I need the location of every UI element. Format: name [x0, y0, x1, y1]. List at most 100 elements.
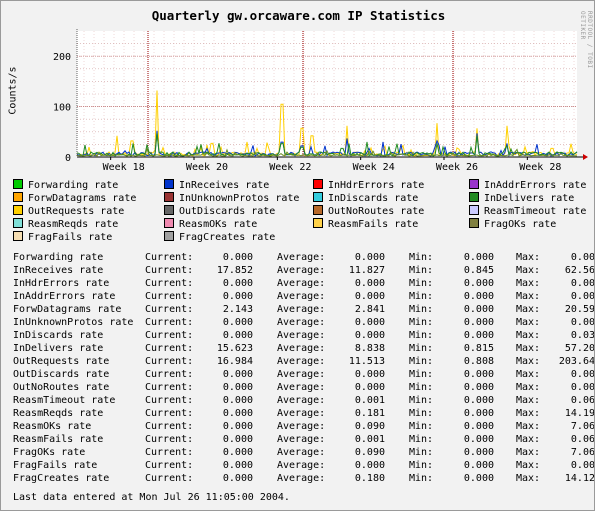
min-label: Min: — [409, 369, 434, 380]
average-value: 0.000 — [354, 369, 385, 380]
legend-item: ReasmTimeout rate — [469, 205, 586, 217]
average-label: Average: — [277, 356, 326, 367]
current-label: Current: — [145, 473, 194, 484]
legend-item: OutRequests rate — [13, 205, 124, 217]
max-label: Max: — [516, 265, 541, 276]
average-label: Average: — [277, 447, 326, 458]
y-tick-label: 0 — [65, 153, 71, 164]
legend-item: FragFails rate — [13, 231, 112, 243]
min-label: Min: — [409, 421, 434, 432]
min-label: Min: — [409, 278, 434, 289]
current-value: 0.000 — [222, 278, 253, 289]
current-value: 0.000 — [222, 330, 253, 341]
max-label: Max: — [516, 460, 541, 471]
current-value: 16.984 — [216, 356, 253, 367]
min-value: 0.000 — [463, 395, 494, 406]
current-label: Current: — [145, 382, 194, 393]
current-value: 0.000 — [222, 252, 253, 263]
x-tick-label: Week 28 — [519, 162, 561, 173]
average-value: 0.000 — [354, 291, 385, 302]
max-value: 0.00 — [570, 317, 595, 328]
average-label: Average: — [277, 304, 326, 315]
average-value: 0.000 — [354, 330, 385, 341]
series-line-reasmreqds-rate — [76, 147, 578, 157]
max-label: Max: — [516, 317, 541, 328]
y-tick-label: 100 — [53, 103, 71, 114]
average-value: 0.000 — [354, 382, 385, 393]
legend-swatch — [13, 192, 23, 202]
legend-item: FragCreates rate — [164, 231, 275, 243]
current-value: 15.623 — [216, 343, 253, 354]
stat-name: InDelivers rate — [13, 343, 104, 354]
average-label: Average: — [277, 278, 326, 289]
legend-label: InDelivers rate — [484, 193, 575, 204]
max-value: 0.00 — [570, 252, 595, 263]
max-value: 62.56 — [564, 265, 595, 276]
series-line-inreceives-rate — [76, 130, 578, 157]
current-label: Current: — [145, 421, 194, 432]
min-label: Min: — [409, 447, 434, 458]
stat-name: FragOKs rate — [13, 447, 86, 458]
legend-swatch — [164, 205, 174, 215]
legend-label: FragOKs rate — [484, 219, 557, 230]
current-label: Current: — [145, 291, 194, 302]
stat-name: OutDiscards rate — [13, 369, 110, 380]
average-value: 0.000 — [354, 252, 385, 263]
current-value: 17.852 — [216, 265, 253, 276]
average-value: 8.838 — [354, 343, 385, 354]
average-label: Average: — [277, 408, 326, 419]
min-label: Min: — [409, 252, 434, 263]
legend-item: ReasmReqds rate — [13, 218, 118, 230]
stat-name: ForwDatagrams rate — [13, 304, 122, 315]
legend-swatch — [13, 218, 23, 228]
legend-item: InReceives rate — [164, 179, 269, 191]
last-update-text: Last data entered at Mon Jul 26 11:05:00… — [13, 492, 290, 503]
max-value: 7.06 — [570, 447, 595, 458]
max-value: 0.00 — [570, 278, 595, 289]
legend-label: ReasmReqds rate — [28, 219, 119, 230]
legend-label: InDiscards rate — [328, 193, 419, 204]
min-value: 0.000 — [463, 421, 494, 432]
stat-name: ReasmReqds rate — [13, 408, 104, 419]
stat-name: InDiscards rate — [13, 330, 104, 341]
stat-name: InUnknownProtos rate — [13, 317, 134, 328]
legend-swatch — [469, 218, 479, 228]
legend-label: ForwDatagrams rate — [28, 193, 137, 204]
max-label: Max: — [516, 252, 541, 263]
stat-name: FragCreates rate — [13, 473, 110, 484]
current-value: 0.000 — [222, 460, 253, 471]
min-value: 0.000 — [463, 460, 494, 471]
stat-name: OutRequests rate — [13, 356, 110, 367]
max-label: Max: — [516, 447, 541, 458]
min-value: 0.845 — [463, 265, 494, 276]
legend-item: OutDiscards rate — [164, 205, 275, 217]
current-label: Current: — [145, 395, 194, 406]
legend-item: InAddrErrors rate — [469, 179, 586, 191]
average-label: Average: — [277, 265, 326, 276]
min-label: Min: — [409, 460, 434, 471]
legend-label: FragCreates rate — [179, 232, 276, 243]
stat-name: InReceives rate — [13, 265, 104, 276]
legend-label: InReceives rate — [179, 180, 270, 191]
legend-swatch — [469, 192, 479, 202]
max-value: 0.00 — [570, 382, 595, 393]
max-label: Max: — [516, 434, 541, 445]
legend-swatch — [13, 205, 23, 215]
x-tick-label: Week 24 — [353, 162, 395, 173]
y-tick-label: 200 — [53, 52, 71, 63]
max-label: Max: — [516, 421, 541, 432]
max-value: 20.59 — [564, 304, 595, 315]
legend-item: OutNoRoutes rate — [313, 205, 424, 217]
max-value: 14.12 — [564, 473, 595, 484]
current-value: 0.000 — [222, 473, 253, 484]
current-value: 0.000 — [222, 421, 253, 432]
max-value: 7.06 — [570, 421, 595, 432]
average-label: Average: — [277, 473, 326, 484]
x-axis-arrow — [583, 154, 588, 160]
x-tick-label: Week 26 — [436, 162, 478, 173]
current-label: Current: — [145, 317, 194, 328]
legend-label: InHdrErrors rate — [328, 180, 425, 191]
current-label: Current: — [145, 434, 194, 445]
chart-title: Quarterly gw.orcaware.com IP Statistics — [151, 8, 446, 23]
